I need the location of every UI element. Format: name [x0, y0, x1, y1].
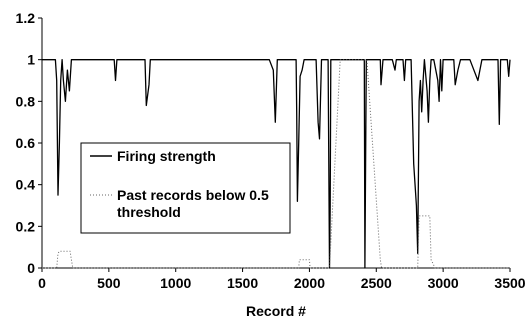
y-tick-label: 0.6	[16, 135, 36, 151]
y-tick-label: 1	[27, 52, 35, 68]
y-tick-label: 1.2	[16, 10, 36, 26]
x-tick-label: 3500	[494, 275, 525, 291]
x-tick-label: 0	[38, 275, 46, 291]
series-line-past-records	[42, 59, 510, 269]
x-tick-label: 1500	[227, 275, 258, 291]
series-lines	[42, 59, 511, 269]
x-tick-labels: 0 500 1000 1500 2000 2500 3000 3500	[38, 275, 526, 291]
x-tick-label: 3000	[428, 275, 459, 291]
legend-label-past-records: Past records below 0.5 threshold	[117, 187, 273, 220]
x-tick-label: 2000	[294, 275, 325, 291]
y-tick-label: 0.2	[16, 218, 36, 234]
y-tick-marks	[38, 17, 42, 269]
y-tick-label: 0.8	[16, 93, 36, 109]
y-tick-label: 0	[27, 260, 35, 276]
x-axis-title: Record #	[246, 303, 306, 319]
series-line-firing-strength	[42, 59, 511, 269]
x-tick-marks	[41, 268, 511, 272]
x-tick-label: 500	[97, 275, 121, 291]
x-tick-label: 2500	[361, 275, 392, 291]
legend-label-past-records-line-2: threshold	[117, 204, 181, 220]
x-tick-label: 1000	[160, 275, 191, 291]
plot-area: 0 0.2 0.4 0.6 0.8 1 1.2 0 500 1000 1500 2000 2500 30…	[16, 10, 526, 291]
y-tick-label: 0.4	[16, 177, 36, 193]
legend-box	[80, 142, 291, 234]
legend-label-past-records-line-1: Past records below 0.5	[117, 187, 269, 203]
y-tick-labels: 0 0.2 0.4 0.6 0.8 1 1.2	[16, 10, 36, 276]
legend: Firing strength Past records below 0.5 t…	[80, 142, 291, 234]
legend-label-firing-strength: Firing strength	[117, 148, 216, 164]
